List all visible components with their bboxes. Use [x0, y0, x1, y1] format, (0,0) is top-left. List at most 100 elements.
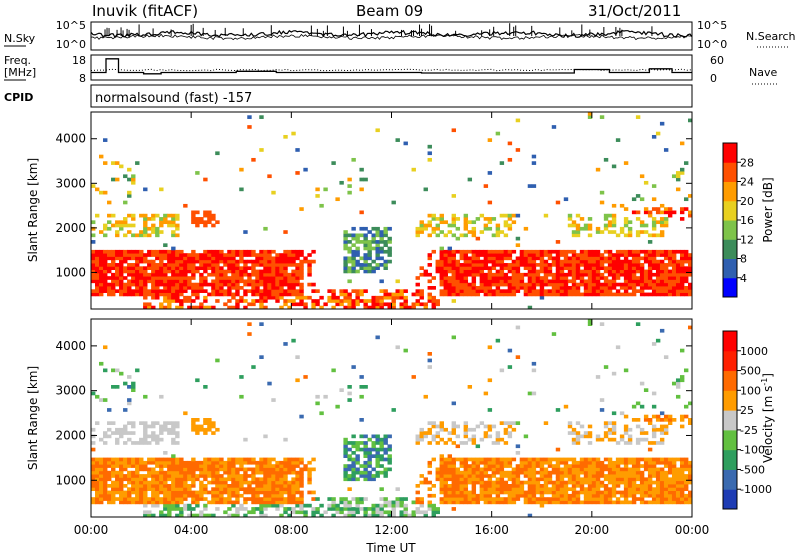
power-cell: [603, 282, 609, 287]
velocity-cell: [627, 480, 633, 485]
power-cell: [439, 276, 444, 280]
power-cell: [227, 299, 232, 303]
velocity-cell: [515, 421, 521, 425]
power-cell: [415, 292, 420, 297]
power-cell: [247, 276, 252, 280]
velocity-cell: [415, 484, 420, 488]
power-cell: [587, 286, 593, 290]
power-cell: [131, 279, 136, 284]
velocity-cell: [207, 470, 212, 475]
velocity-cell: [283, 342, 288, 346]
velocity-cell: [159, 513, 164, 518]
power-cell: [443, 259, 448, 264]
power-heatmap-cells: [91, 112, 693, 310]
velocity-cell: [503, 490, 509, 495]
power-cell: [567, 266, 573, 270]
power-cell: [347, 299, 352, 303]
velocity-cell: [619, 467, 625, 472]
power-cell: [255, 253, 260, 257]
power-cell: [163, 295, 168, 300]
velocity-cell: [555, 490, 561, 495]
velocity-cell: [155, 437, 160, 442]
power-cell: [599, 190, 605, 195]
velocity-cell: [439, 460, 444, 465]
power-cell: [411, 167, 416, 172]
power-cell: [111, 266, 116, 270]
power-cell: [351, 289, 356, 293]
power-cell: [611, 253, 617, 257]
power-cell: [383, 230, 388, 234]
velocity-cell: [559, 470, 565, 475]
velocity-cell: [95, 480, 100, 485]
velocity-cell: [447, 497, 452, 501]
velocity-cell: [431, 424, 436, 429]
velocity-cell: [603, 477, 609, 482]
power-cell: [535, 263, 541, 267]
velocity-cell: [175, 513, 180, 518]
power-cell: [443, 276, 448, 280]
power-cell: [659, 272, 665, 277]
velocity-cell: [447, 477, 452, 482]
power-cell: [555, 200, 561, 205]
velocity-cell: [271, 480, 276, 485]
velocity-cell: [415, 510, 420, 515]
power-cell: [427, 279, 432, 284]
velocity-cell: [119, 493, 124, 498]
power-cell: [179, 302, 184, 307]
power-cell: [659, 286, 665, 290]
velocity-cell: [179, 470, 184, 475]
velocity-cell: [487, 467, 493, 472]
power-cell: [491, 249, 497, 254]
velocity-cell: [591, 484, 597, 488]
power-cell: [387, 305, 392, 310]
power-cell: [239, 259, 244, 264]
velocity-cell: [215, 460, 220, 465]
velocity-cell: [579, 477, 585, 482]
power-cell: [243, 249, 248, 254]
velocity-cell: [419, 474, 424, 478]
power-cell: [231, 259, 236, 264]
velocity-cell: [259, 490, 264, 495]
power-cell: [123, 223, 128, 228]
velocity-cell: [643, 500, 649, 505]
power-cell: [263, 282, 268, 287]
power-cell: [599, 292, 605, 297]
velocity-cell: [259, 507, 264, 511]
power-cell: [191, 299, 196, 303]
velocity-cell: [227, 467, 232, 472]
velocity-cell: [679, 484, 685, 488]
power-cell: [515, 276, 521, 280]
power-cell: [171, 286, 176, 290]
power-cell: [683, 249, 689, 254]
velocity-cell: [171, 437, 176, 442]
power-cell: [647, 256, 653, 261]
power-cell: [263, 226, 268, 231]
power-cell: [607, 259, 613, 264]
velocity-cell: [623, 487, 629, 491]
power-cell: [107, 282, 112, 287]
velocity-cell: [259, 322, 264, 326]
velocity-cell: [571, 480, 577, 485]
velocity-cell: [355, 503, 360, 508]
velocity-cell: [667, 467, 673, 472]
velocity-cell: [179, 493, 184, 498]
velocity-cell: [443, 484, 448, 488]
power-cell: [263, 263, 268, 267]
velocity-cell: [555, 467, 561, 472]
velocity-cell: [251, 487, 256, 491]
velocity-cell: [127, 490, 132, 495]
velocity-cell: [351, 464, 356, 468]
velocity-cell: [643, 467, 649, 472]
velocity-cell: [167, 513, 172, 518]
velocity-cell: [287, 493, 292, 498]
power-cell: [551, 282, 557, 287]
velocity-cell: [427, 507, 432, 511]
velocity-cell: [267, 477, 272, 482]
power-cell: [463, 213, 469, 218]
power-cell: [139, 256, 144, 261]
velocity-cell: [235, 467, 240, 472]
power-cell: [587, 276, 593, 280]
velocity-cell: [383, 510, 388, 515]
power-cell: [443, 256, 448, 261]
